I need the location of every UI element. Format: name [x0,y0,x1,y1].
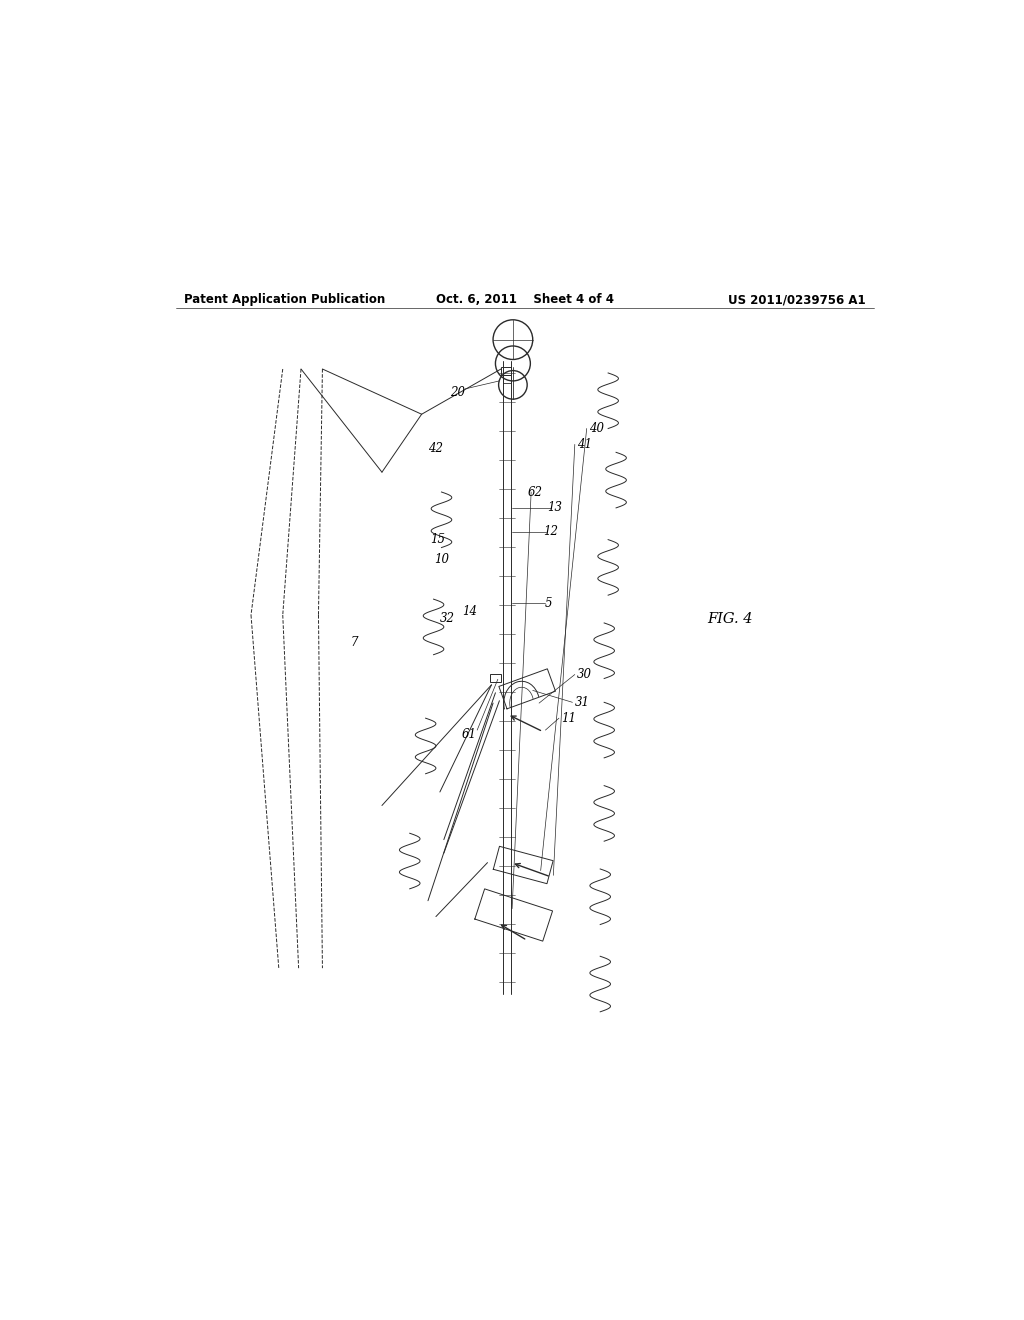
Text: 15: 15 [430,533,445,546]
Text: 10: 10 [434,553,449,566]
Text: 11: 11 [561,711,575,725]
Text: US 2011/0239756 A1: US 2011/0239756 A1 [728,293,866,306]
Text: Oct. 6, 2011    Sheet 4 of 4: Oct. 6, 2011 Sheet 4 of 4 [436,293,613,306]
Text: FIG. 4: FIG. 4 [708,612,753,626]
Text: 42: 42 [428,442,443,455]
Text: 20: 20 [450,387,465,400]
Text: 12: 12 [543,525,558,539]
Text: 62: 62 [527,486,543,499]
Text: 13: 13 [548,502,562,515]
Text: 30: 30 [577,668,592,681]
Text: 61: 61 [462,727,477,741]
Text: 41: 41 [577,438,592,451]
Text: 14: 14 [462,605,477,618]
Text: 31: 31 [574,696,590,709]
Text: 7: 7 [350,636,358,649]
Text: Patent Application Publication: Patent Application Publication [183,293,385,306]
Text: 5: 5 [545,597,552,610]
Text: 40: 40 [589,422,604,436]
Text: 32: 32 [439,612,455,626]
